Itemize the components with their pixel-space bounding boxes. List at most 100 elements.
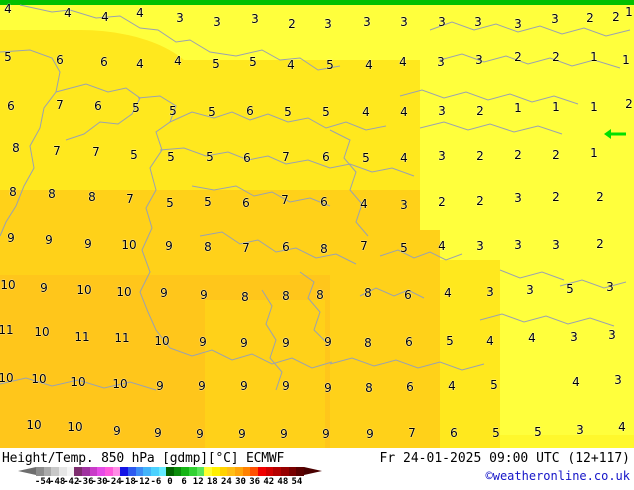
- grid-value-label: 7: [126, 192, 134, 206]
- grid-value-label: 9: [366, 427, 374, 441]
- grid-value-label: 4: [360, 197, 368, 211]
- grid-value-label: 3: [576, 423, 584, 437]
- grid-value-label: 5: [4, 50, 12, 64]
- grid-value-label: 9: [199, 335, 207, 349]
- grid-value-label: 10: [154, 334, 170, 348]
- grid-value-label: 6: [243, 151, 251, 165]
- wind-barb-icon: [604, 129, 626, 139]
- grid-value-label: 8: [320, 242, 328, 256]
- grid-value-label: 6: [404, 288, 412, 302]
- grid-value-label: 3: [438, 149, 446, 163]
- grid-value-label: 5: [132, 101, 140, 115]
- grid-value-label: 3: [514, 191, 522, 205]
- color-scale-swatch: [296, 467, 304, 476]
- grid-value-label: 4: [438, 239, 446, 253]
- grid-value-label: 8: [204, 240, 212, 254]
- color-scale-tick: 30: [235, 477, 246, 487]
- grid-value-label: 3: [213, 15, 221, 29]
- grid-value-label: 3: [570, 330, 578, 344]
- color-scale-low-cap: [18, 467, 36, 475]
- grid-value-label: 9: [45, 233, 53, 247]
- grid-value-label: 9: [200, 288, 208, 302]
- color-scale-swatch: [66, 467, 75, 476]
- grid-value-label: 3: [438, 104, 446, 118]
- grid-value-label: 3: [514, 17, 522, 31]
- color-scale-swatch: [74, 467, 82, 476]
- grid-value-label: 3: [324, 17, 332, 31]
- footer-bar: Height/Temp. 850 hPa [gdmp][°C] ECMWF Fr…: [0, 448, 634, 490]
- grid-value-label: 2: [476, 149, 484, 163]
- color-scale-legend[interactable]: -54 -48 -42 -36 -30 -24 -18 -12 -6 0 6 12 18 24 30 36 42…: [18, 467, 322, 488]
- color-scale-tick: 48: [277, 477, 289, 487]
- grid-value-label: 9: [240, 379, 248, 393]
- color-scale-swatch: [204, 467, 213, 476]
- color-scale-tick: -12: [133, 477, 150, 487]
- product-title: Height/Temp. 850 hPa [gdmp][°C] ECMWF: [2, 451, 285, 466]
- grid-value-label: 10: [76, 283, 92, 297]
- grid-value-label: 8: [241, 290, 249, 304]
- grid-value-label: 6: [56, 53, 64, 67]
- color-scale-swatch: [135, 467, 144, 476]
- temp-band-deep-yellow-ionian: [205, 300, 325, 448]
- color-scale-tick: 0: [167, 477, 173, 487]
- grid-value-label: 2: [476, 194, 484, 208]
- color-scale-swatch: [227, 467, 236, 476]
- grid-value-label: 9: [240, 336, 248, 350]
- grid-value-label: 1: [552, 100, 560, 114]
- grid-value-label: 8: [88, 190, 96, 204]
- grid-value-label: 11: [0, 323, 14, 337]
- credit-link[interactable]: ©weatheronline.co.uk: [485, 469, 631, 483]
- color-scale-tick: -6: [150, 477, 162, 487]
- grid-value-label: 5: [206, 150, 214, 164]
- grid-value-label: 2: [514, 148, 522, 162]
- grid-value-label: 10: [112, 377, 128, 391]
- grid-value-label: 9: [113, 424, 121, 438]
- grid-value-label: 3: [608, 328, 616, 342]
- grid-value-label: 9: [282, 336, 290, 350]
- grid-value-label: 7: [408, 426, 416, 440]
- grid-value-label: 3: [526, 283, 534, 297]
- grid-value-label: 4: [64, 6, 72, 20]
- color-scale-swatch: [158, 467, 167, 476]
- grid-value-label: 9: [324, 335, 332, 349]
- grid-value-label: 5: [204, 195, 212, 209]
- grid-value-label: 1: [625, 5, 633, 19]
- grid-value-label: 9: [238, 427, 246, 441]
- color-scale-swatches: [36, 467, 304, 476]
- grid-value-label: 9: [7, 231, 15, 245]
- grid-value-label: 6: [322, 150, 330, 164]
- grid-value-label: 1: [622, 53, 630, 67]
- color-scale-swatch: [235, 467, 243, 476]
- color-scale-tick: -48: [49, 477, 66, 487]
- grid-value-label: 3: [363, 15, 371, 29]
- grid-value-label: 5: [322, 105, 330, 119]
- color-scale-swatch: [265, 467, 274, 476]
- grid-value-label: 8: [9, 185, 17, 199]
- grid-value-label: 4: [400, 151, 408, 165]
- grid-value-label: 2: [288, 17, 296, 31]
- grid-value-label: 3: [614, 373, 622, 387]
- grid-value-label: 9: [84, 237, 92, 251]
- grid-value-label: 10: [121, 238, 137, 252]
- color-scale-swatch: [242, 467, 251, 476]
- color-scale-tick: 24: [220, 477, 232, 487]
- color-scale-tick: -54: [34, 477, 52, 487]
- color-scale-swatch: [258, 467, 266, 476]
- grid-value-label: 7: [360, 239, 368, 253]
- color-scale-tick: 6: [181, 477, 187, 487]
- grid-value-label: 10: [26, 418, 42, 432]
- grid-value-label: 9: [154, 426, 162, 440]
- grid-value-label: 4: [136, 57, 144, 71]
- grid-value-label: 7: [282, 150, 290, 164]
- forecast-run-timestamp: Fr 24-01-2025 09:00 UTC (12+117): [379, 451, 630, 466]
- grid-value-label: 9: [165, 239, 173, 253]
- grid-value-label: 3: [551, 12, 559, 26]
- grid-value-label: 8: [364, 286, 372, 300]
- color-scale-tick-labels: -54 -48 -42 -36 -30 -24 -18 -12 -6 0 6 12 18 24 30 36 42…: [18, 477, 322, 488]
- grid-value-label: 6: [242, 196, 250, 210]
- grid-value-label: 6: [450, 426, 458, 440]
- grid-value-label: 5: [249, 55, 257, 69]
- color-scale-swatch: [104, 467, 113, 476]
